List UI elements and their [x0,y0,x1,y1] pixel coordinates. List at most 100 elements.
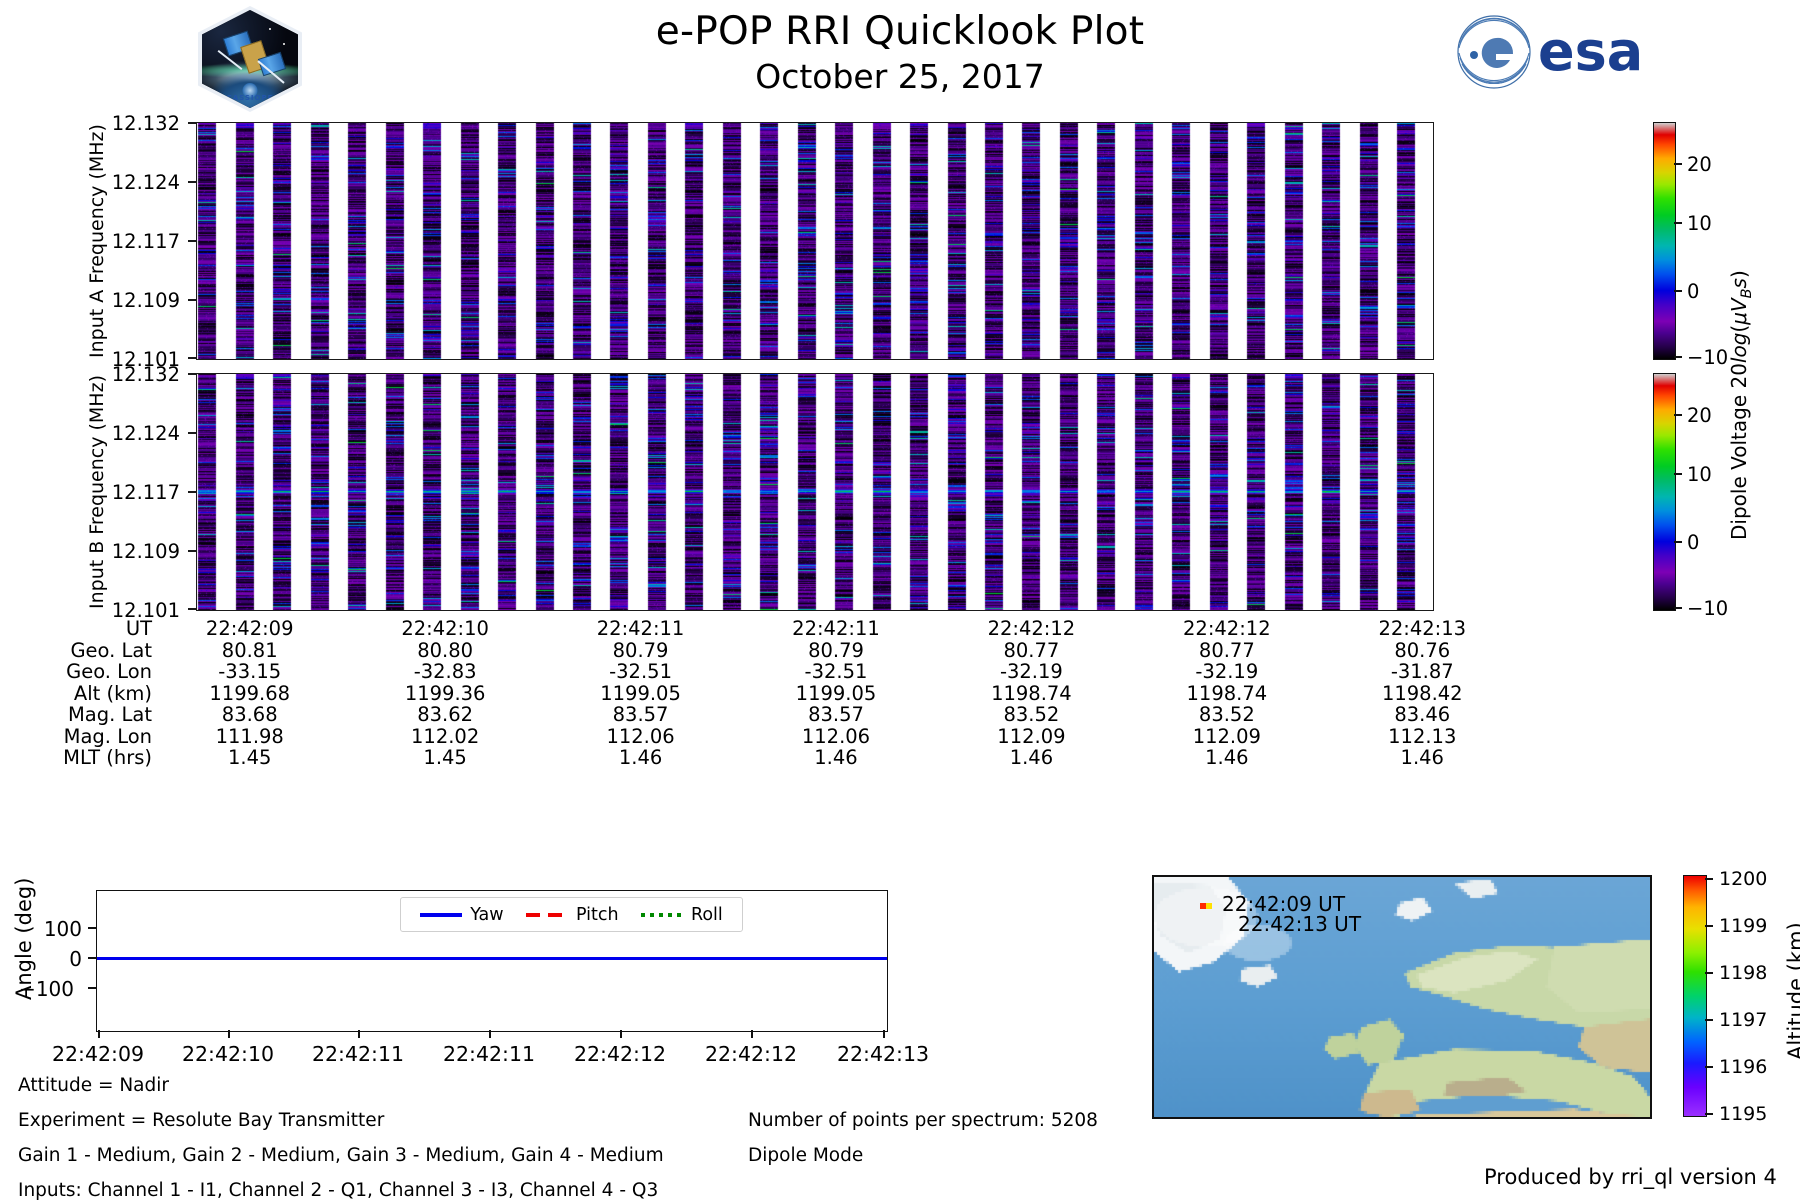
ephemeris-mag-lon-2: 112.06 [606,724,675,748]
ephemeris-ut-2: 22:42:11 [596,617,685,640]
colorbar-label-close: ) [1727,270,1751,279]
footer-gains: Gain 1 - Medium, Gain 2 - Medium, Gain 3… [18,1145,664,1166]
cbar-a-tick-neg10 [1674,356,1682,358]
input-b-ytick-3: 12.109 [111,540,180,563]
cbar-b-label-neg10: −10 [1687,597,1729,620]
ephemeris-geo-lon-5: -32.19 [1195,660,1259,683]
ephemeris-ut-1: 22:42:10 [401,617,489,640]
colorbar-label-mu: μV [1727,298,1751,325]
page-title: e-POP RRI Quicklook Plot [655,9,1145,54]
table-row: MLT (hrs) 1.45 1.45 1.46 1.46 1.46 1.46 … [0,747,1520,769]
table-row: Mag. Lon 111.98 112.02 112.06 112.06 112… [0,724,1520,748]
input-a-ytick-1: 12.124 [111,171,180,194]
legend-item-pitch[interactable]: Pitch [525,905,619,925]
attitude-xtickmark-0 [98,1030,100,1038]
ephemeris-geo-lon-1: -32.83 [413,660,477,683]
ground-track-map[interactable] [1152,875,1652,1119]
colorbar-label-log: log [1727,332,1751,364]
input-a-ytickmark-3 [188,299,196,301]
input-a-ytickmark-1 [188,181,196,183]
input-b-ytickmark-4 [188,608,196,610]
altitude-colorbar [1683,875,1707,1117]
ephemeris-geo-lon-4: -32.19 [999,660,1063,683]
ephemeris-mlt-5: 1.46 [1205,746,1249,769]
ephemeris-label-mlt: MLT (hrs) [63,746,152,769]
altitude-colorbar-label: Altitude (km) [1784,922,1800,1060]
ephemeris-mag-lat-5: 83.52 [1198,703,1255,726]
ephemeris-label-mag-lon: Mag. Lon [63,724,152,748]
alt-label-1200: 1200 [1719,868,1768,890]
attitude-yaw-line [97,957,887,960]
alt-tick-1198 [1705,972,1713,974]
alt-tick-1195 [1705,1113,1713,1115]
input-b-ytick-4: 12.101 [111,599,180,622]
satellite-position-marker-start [1200,903,1206,909]
table-row: Alt (km) 1199.68 1199.36 1199.05 1199.05… [0,681,1520,705]
cbar-a-label-0: 0 [1687,280,1700,303]
colorbar-label-sub: B [1739,288,1755,299]
ephemeris-alt-4: 1198.74 [991,681,1072,705]
legend-item-roll[interactable]: Roll [640,905,723,925]
legend-item-yaw[interactable]: Yaw [420,904,504,925]
ephemeris-label-geo-lon: Geo. Lon [66,660,152,683]
cassiope-logo-text: CASSIOPE [226,94,274,102]
input-b-ytickmark-0 [188,373,196,375]
input-b-spectrogram[interactable] [196,373,1434,611]
cbar-b-tick-neg10 [1674,607,1682,609]
ephemeris-geo-lat-4: 80.77 [1003,638,1060,662]
cbar-b-label-20: 20 [1687,404,1712,427]
ephemeris-geo-lat-5: 80.77 [1198,638,1255,662]
svg-text:esa: esa [1538,20,1643,83]
cbar-b-label-10: 10 [1687,463,1712,486]
colorbar-axis-label: Dipole Voltage 20log(μVBs) [1727,270,1755,540]
ephemeris-mag-lon-6: 112.13 [1388,724,1457,748]
esa-logo-wordmark: esa [1538,20,1643,83]
attitude-ytick-0: 0 [69,947,82,971]
alt-label-1199: 1199 [1719,915,1768,937]
input-a-spectrogram-canvas [197,123,1433,359]
input-b-ytickmark-3 [188,550,196,552]
cbar-b-tick-0 [1674,541,1682,543]
attitude-legend[interactable]: Yaw Pitch Roll [400,897,743,932]
map-time-end-label: 22:42:13 UT [1238,912,1362,936]
cassiope-logo-artwork: CASSIOPE [202,10,298,108]
ephemeris-mag-lat-2: 83.57 [612,703,669,726]
attitude-xtickmark-3 [489,1030,491,1038]
ephemeris-ut-5: 22:42:12 [1183,617,1271,640]
input-a-ytick-0: 12.132 [111,112,180,135]
footer-produced-by: Produced by rri_ql version 4 [1484,1165,1777,1189]
table-row: UT 22:42:09 22:42:10 22:42:11 22:42:11 2… [0,618,1520,640]
cbar-a-tick-20 [1674,163,1682,165]
footer-mode: Dipole Mode [748,1145,864,1166]
input-a-spectrogram[interactable] [196,122,1434,360]
cbar-a-label-10: 10 [1687,212,1712,235]
ephemeris-mag-lat-6: 83.46 [1394,703,1451,726]
alt-label-1198: 1198 [1719,962,1768,984]
attitude-ytick-neg100: −100 [19,977,74,1001]
satellite-position-marker-end [1206,903,1212,909]
esa-logo: esa [1452,12,1692,92]
ephemeris-geo-lon-0: -33.15 [218,660,282,683]
ephemeris-mlt-1: 1.45 [423,746,467,769]
legend-label-yaw: Yaw [470,904,504,925]
ephemeris-mag-lon-1: 112.02 [411,724,480,748]
input-b-ytick-2: 12.117 [111,481,180,504]
ephemeris-geo-lat-6: 80.76 [1394,638,1451,662]
attitude-xtickmark-6 [883,1030,885,1038]
ephemeris-mag-lon-5: 112.09 [1192,724,1261,748]
ephemeris-mlt-0: 1.45 [228,746,272,769]
legend-swatch-roll-icon [640,912,683,917]
ephemeris-geo-lat-2: 80.79 [612,638,669,662]
attitude-xtick-6: 22:42:13 [836,1042,930,1066]
legend-swatch-pitch-icon [525,912,568,917]
ephemeris-label-ut: UT [125,617,152,640]
cbar-a-tick-10 [1674,222,1682,224]
input-a-ytickmark-0 [188,122,196,124]
ephemeris-mag-lat-1: 83.62 [417,703,474,726]
cbar-b-label-0: 0 [1687,531,1700,554]
header: e-POP RRI Quicklook Plot October 25, 201… [0,8,1800,98]
ephemeris-ut-4: 22:42:12 [987,617,1076,640]
table-row: Geo. Lat 80.81 80.80 80.79 80.79 80.77 8… [0,638,1520,662]
attitude-xtick-3: 22:42:11 [442,1042,536,1066]
cbar-b-tick-10 [1674,473,1682,475]
